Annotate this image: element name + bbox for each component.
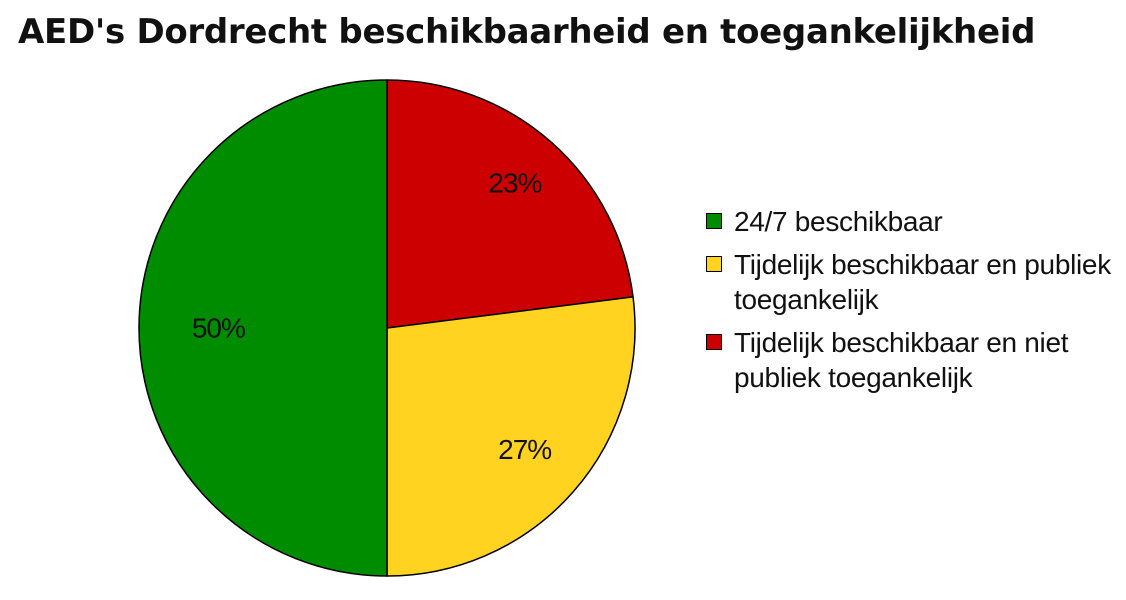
legend-item-24-7-beschikbaar: 24/7 beschikbaar: [706, 204, 1116, 239]
slice-value-label: 27%: [498, 434, 551, 465]
slice-tijdelijk-niet-publiek: [386, 79, 634, 329]
chart-title: AED's Dordrecht beschikbaarheid en toega…: [18, 12, 1036, 52]
legend-item-tijdelijk-publiek: Tijdelijk beschikbaar en publiek toegank…: [706, 247, 1116, 317]
legend-swatch-green: [706, 213, 722, 229]
legend-item-tijdelijk-niet-publiek: Tijdelijk beschikbaar en niet publiek to…: [706, 325, 1116, 395]
legend-label: Tijdelijk beschikbaar en niet publiek to…: [734, 327, 1069, 393]
legend-swatch-red: [706, 334, 722, 350]
legend-label: Tijdelijk beschikbaar en publiek toegank…: [734, 249, 1111, 315]
slice-value-label: 23%: [488, 167, 541, 198]
legend: 24/7 beschikbaar Tijdelijk beschikbaar e…: [706, 204, 1116, 403]
legend-label: 24/7 beschikbaar: [734, 206, 943, 237]
slice-value-label: 50%: [192, 313, 245, 344]
slice-tijdelijk-publiek: [386, 296, 636, 577]
slice-24-7-beschikbaar: [138, 79, 388, 577]
legend-swatch-yellow: [706, 256, 722, 272]
